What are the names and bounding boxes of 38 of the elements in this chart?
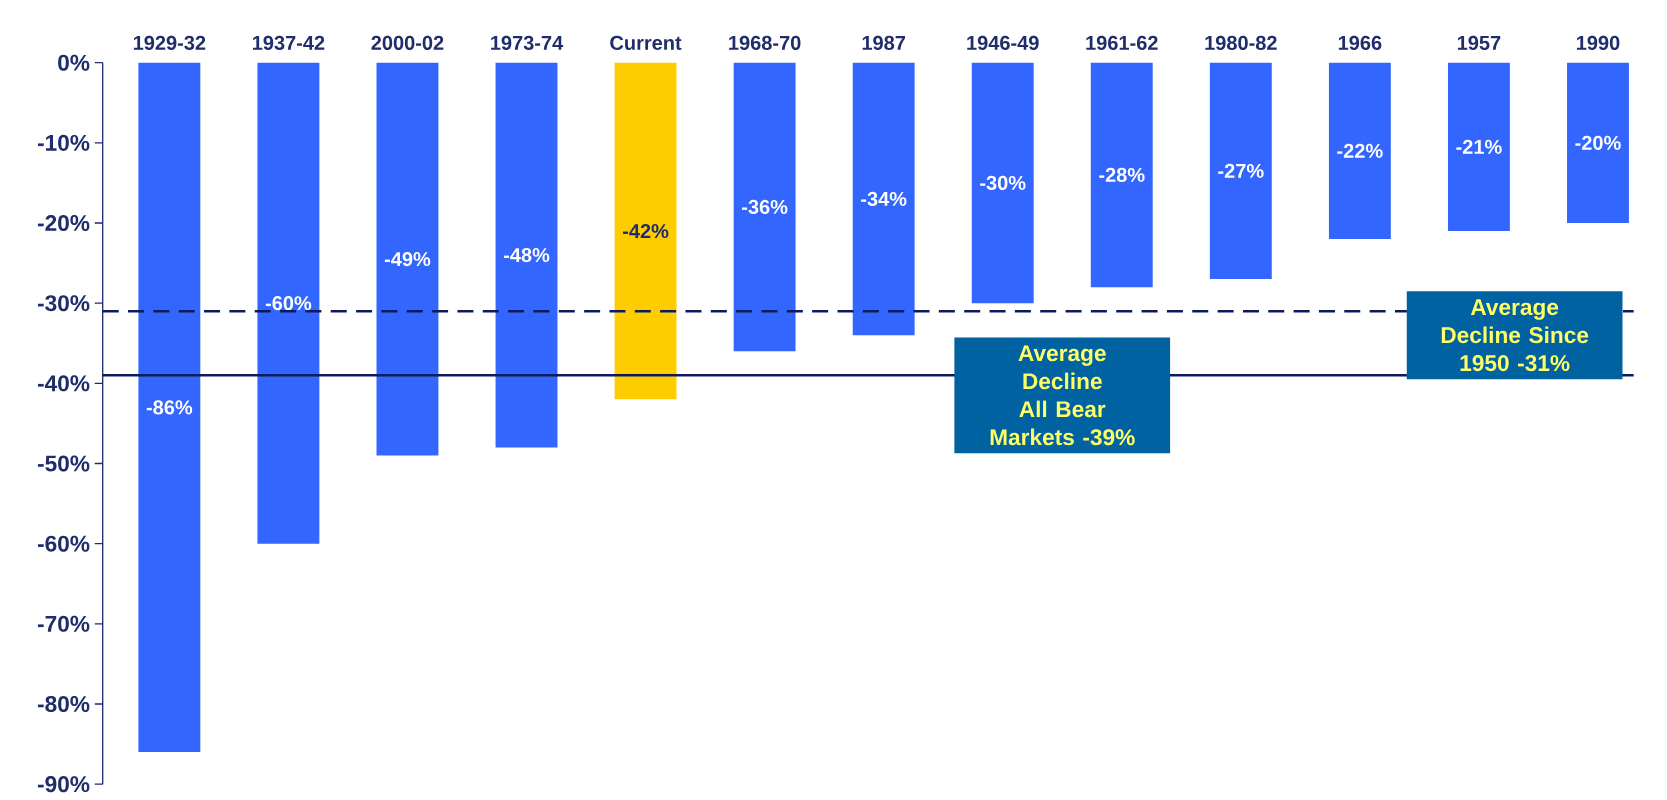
y-tick-label: -90% <box>37 776 90 793</box>
x-tick-label: 1961-62 <box>1086 35 1158 50</box>
data-label: -28% <box>1099 167 1145 182</box>
data-label: -36% <box>742 199 788 214</box>
y-tick-label: -50% <box>37 455 90 472</box>
x-tick-label: 1937-42 <box>252 35 325 50</box>
data-label: -22% <box>1337 143 1383 158</box>
x-tick-label: 2000-02 <box>371 35 444 50</box>
ref-line-label: Average Decline Since 1950 -31% <box>1441 299 1589 372</box>
y-tick-label: -70% <box>37 615 90 632</box>
x-tick-label: 1980-82 <box>1205 35 1277 50</box>
y-tick-label: -10% <box>37 134 90 151</box>
data-label: -86% <box>146 400 193 415</box>
data-label: -34% <box>861 191 907 206</box>
x-tick-label: 1990 <box>1576 35 1620 50</box>
x-tick-label: 1968-70 <box>729 35 801 50</box>
x-tick-label: 1929-32 <box>133 35 206 50</box>
data-label: -30% <box>980 175 1026 190</box>
y-tick-label: -80% <box>37 695 90 712</box>
ref-line-label: Average Decline All Bear Markets -39% <box>990 345 1135 446</box>
x-tick-label: Current <box>610 35 682 50</box>
data-label: -27% <box>1218 163 1264 178</box>
y-tick-label: -20% <box>37 214 90 231</box>
x-tick-label: 1957 <box>1457 35 1501 50</box>
data-label: -42% <box>622 223 669 238</box>
x-tick-label: 1966 <box>1338 35 1382 50</box>
data-label: -21% <box>1456 139 1502 154</box>
data-label: -20% <box>1575 135 1621 150</box>
data-label: -60% <box>265 296 312 311</box>
data-label: -49% <box>384 251 431 267</box>
y-tick-label: -60% <box>37 535 90 552</box>
x-tick-label: 1973-74 <box>491 35 564 50</box>
y-tick-label: -30% <box>37 295 90 312</box>
y-tick-label: 0% <box>58 54 90 71</box>
data-label: -48% <box>503 247 550 263</box>
y-tick-label: -40% <box>37 375 90 392</box>
x-tick-label: 1987 <box>862 35 906 50</box>
x-tick-label: 1946-49 <box>967 35 1039 50</box>
